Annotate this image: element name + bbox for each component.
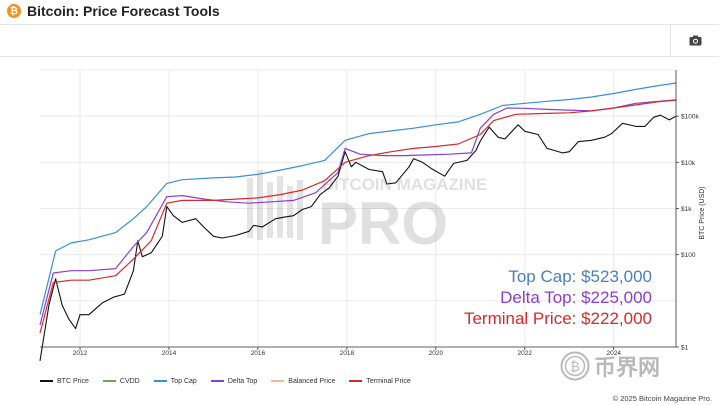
x-tick-label: 2018 — [340, 350, 355, 357]
screenshot-button[interactable] — [670, 24, 719, 57]
watermark-line1: BITCOIN MAGAZINE — [322, 175, 487, 194]
watermark-line2: PRO — [318, 190, 448, 257]
legend-item-btc-price[interactable]: BTC Price — [40, 378, 89, 385]
legend-label: BTC Price — [57, 377, 89, 385]
legend-swatch — [153, 380, 167, 382]
x-tick-label: 2020 — [429, 350, 444, 357]
legend-label: Terminal Price — [366, 377, 411, 385]
chart-area: BITCOIN MAGAZINE PRO 2012 2014 2016 2018 202… — [39, 69, 706, 361]
annotation-terminal-price: Terminal Price: $222,000 — [464, 309, 652, 328]
toolbar-frame — [0, 24, 719, 57]
x-tick-label: 2012 — [73, 350, 88, 357]
series-line-btc-price — [39, 114, 677, 361]
legend-swatch — [210, 380, 224, 382]
annotation-delta-top: Delta Top: $225,000 — [500, 288, 652, 307]
legend-item-balanced-price[interactable]: Balanced Price — [271, 378, 335, 385]
svg-text:₿: ₿ — [570, 359, 580, 374]
series-layer — [39, 82, 677, 361]
series-line-delta-top — [39, 99, 677, 326]
series-line-terminal-price — [39, 99, 677, 334]
x-tick-label: 2022 — [518, 350, 533, 357]
y-tick-label: $100 — [681, 252, 696, 259]
y-tick-label: $1k — [681, 206, 692, 213]
legend-label: CVDD — [119, 377, 140, 385]
y-tick-label: $10k — [681, 160, 696, 167]
legend-swatch — [271, 380, 285, 382]
corner-brand-text: 币界网 — [594, 356, 661, 381]
legend-label: Balanced Price — [288, 377, 336, 385]
watermark-logo-icon — [247, 170, 303, 240]
x-tick-label: 2016 — [251, 350, 266, 357]
legend-swatch — [40, 380, 53, 382]
watermark: BITCOIN MAGAZINE PRO — [247, 170, 487, 257]
x-tick-label: 2024 — [606, 350, 621, 357]
legend-item-delta-top[interactable]: Delta Top — [210, 377, 258, 385]
legend-label: Delta Top — [227, 377, 258, 385]
legend-swatch — [349, 380, 363, 382]
header: ₿ Bitcoin: Price Forecast Tools — [0, 0, 720, 22]
y-tick-label: $100k — [681, 114, 699, 121]
annotation-top-cap: Top Cap: $523,000 — [508, 267, 652, 286]
footer-copyright: © 2025 Bitcoin Magazine Pro. — [612, 394, 712, 403]
page-title: Bitcoin: Price Forecast Tools — [27, 3, 220, 19]
axes: 2012 2014 2016 2018 2020 2022 2024 $100k $10k $1k… — [40, 70, 699, 357]
legend-item-top-cap[interactable]: Top Cap — [153, 377, 197, 385]
legend-label: Top Cap — [170, 377, 197, 385]
bitcoin-logo-icon: ₿ — [7, 4, 21, 18]
y-axis-title: BTC Price (USD) — [699, 186, 706, 239]
legend: BTC Price CVDD Top Cap Delta Top Balanced Pr… — [40, 374, 425, 388]
camera-icon — [689, 35, 701, 46]
x-tick-label: 2014 — [162, 350, 177, 357]
y-tick-label: $1 — [681, 345, 689, 352]
legend-item-terminal-price[interactable]: Terminal Price — [349, 377, 411, 385]
legend-item-cvdd[interactable]: CVDD — [102, 377, 140, 385]
legend-swatch — [102, 380, 116, 382]
series-line-top-cap — [39, 82, 677, 315]
corner-brand: ₿ 币界网 — [560, 350, 660, 382]
coin-logo-icon: ₿ — [560, 351, 590, 381]
